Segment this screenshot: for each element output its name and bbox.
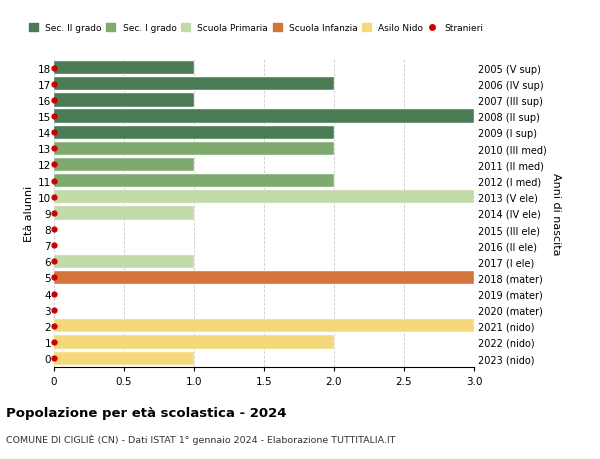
Text: Popolazione per età scolastica - 2024: Popolazione per età scolastica - 2024 (6, 406, 287, 419)
Bar (54, 94, 194, 107)
Y-axis label: Anni di nascita: Anni di nascita (551, 172, 561, 255)
Bar (54, 336, 334, 349)
Bar (54, 319, 474, 333)
Bar (54, 191, 474, 204)
Y-axis label: Età alunni: Età alunni (24, 185, 34, 241)
Bar (54, 126, 334, 140)
Legend: Sec. II grado, Sec. I grado, Scuola Primaria, Scuola Infanzia, Asilo Nido, Stran: Sec. II grado, Sec. I grado, Scuola Prim… (29, 24, 483, 33)
Bar (54, 142, 334, 156)
Bar (54, 78, 334, 91)
Bar (54, 174, 334, 188)
Bar (54, 207, 194, 220)
Bar (54, 352, 194, 365)
Text: COMUNE DI CIGLIÈ (CN) - Dati ISTAT 1° gennaio 2024 - Elaborazione TUTTITALIA.IT: COMUNE DI CIGLIÈ (CN) - Dati ISTAT 1° ge… (6, 434, 395, 444)
Bar (54, 255, 194, 269)
Bar (54, 158, 194, 172)
Bar (54, 62, 194, 75)
Bar (54, 271, 474, 285)
Bar (54, 110, 474, 123)
